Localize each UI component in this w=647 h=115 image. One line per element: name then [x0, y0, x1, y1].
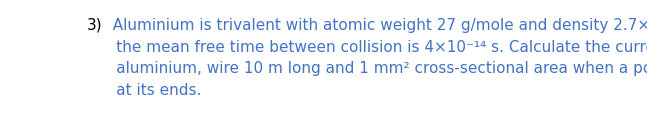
Text: Aluminium is trivalent with atomic weight 27 g/mole and density 2.7×10³ kg/m³,  : Aluminium is trivalent with atomic weigh… [102, 18, 647, 33]
Text: aluminium, wire 10 m long and 1 mm² cross-sectional area when a potential of 2 V: aluminium, wire 10 m long and 1 mm² cros… [87, 61, 647, 76]
Text: the mean free time between collision is 4×10⁻¹⁴ s. Calculate the current flowing: the mean free time between collision is … [87, 40, 647, 54]
Text: at its ends.: at its ends. [87, 82, 201, 97]
Text: 3): 3) [87, 18, 102, 33]
